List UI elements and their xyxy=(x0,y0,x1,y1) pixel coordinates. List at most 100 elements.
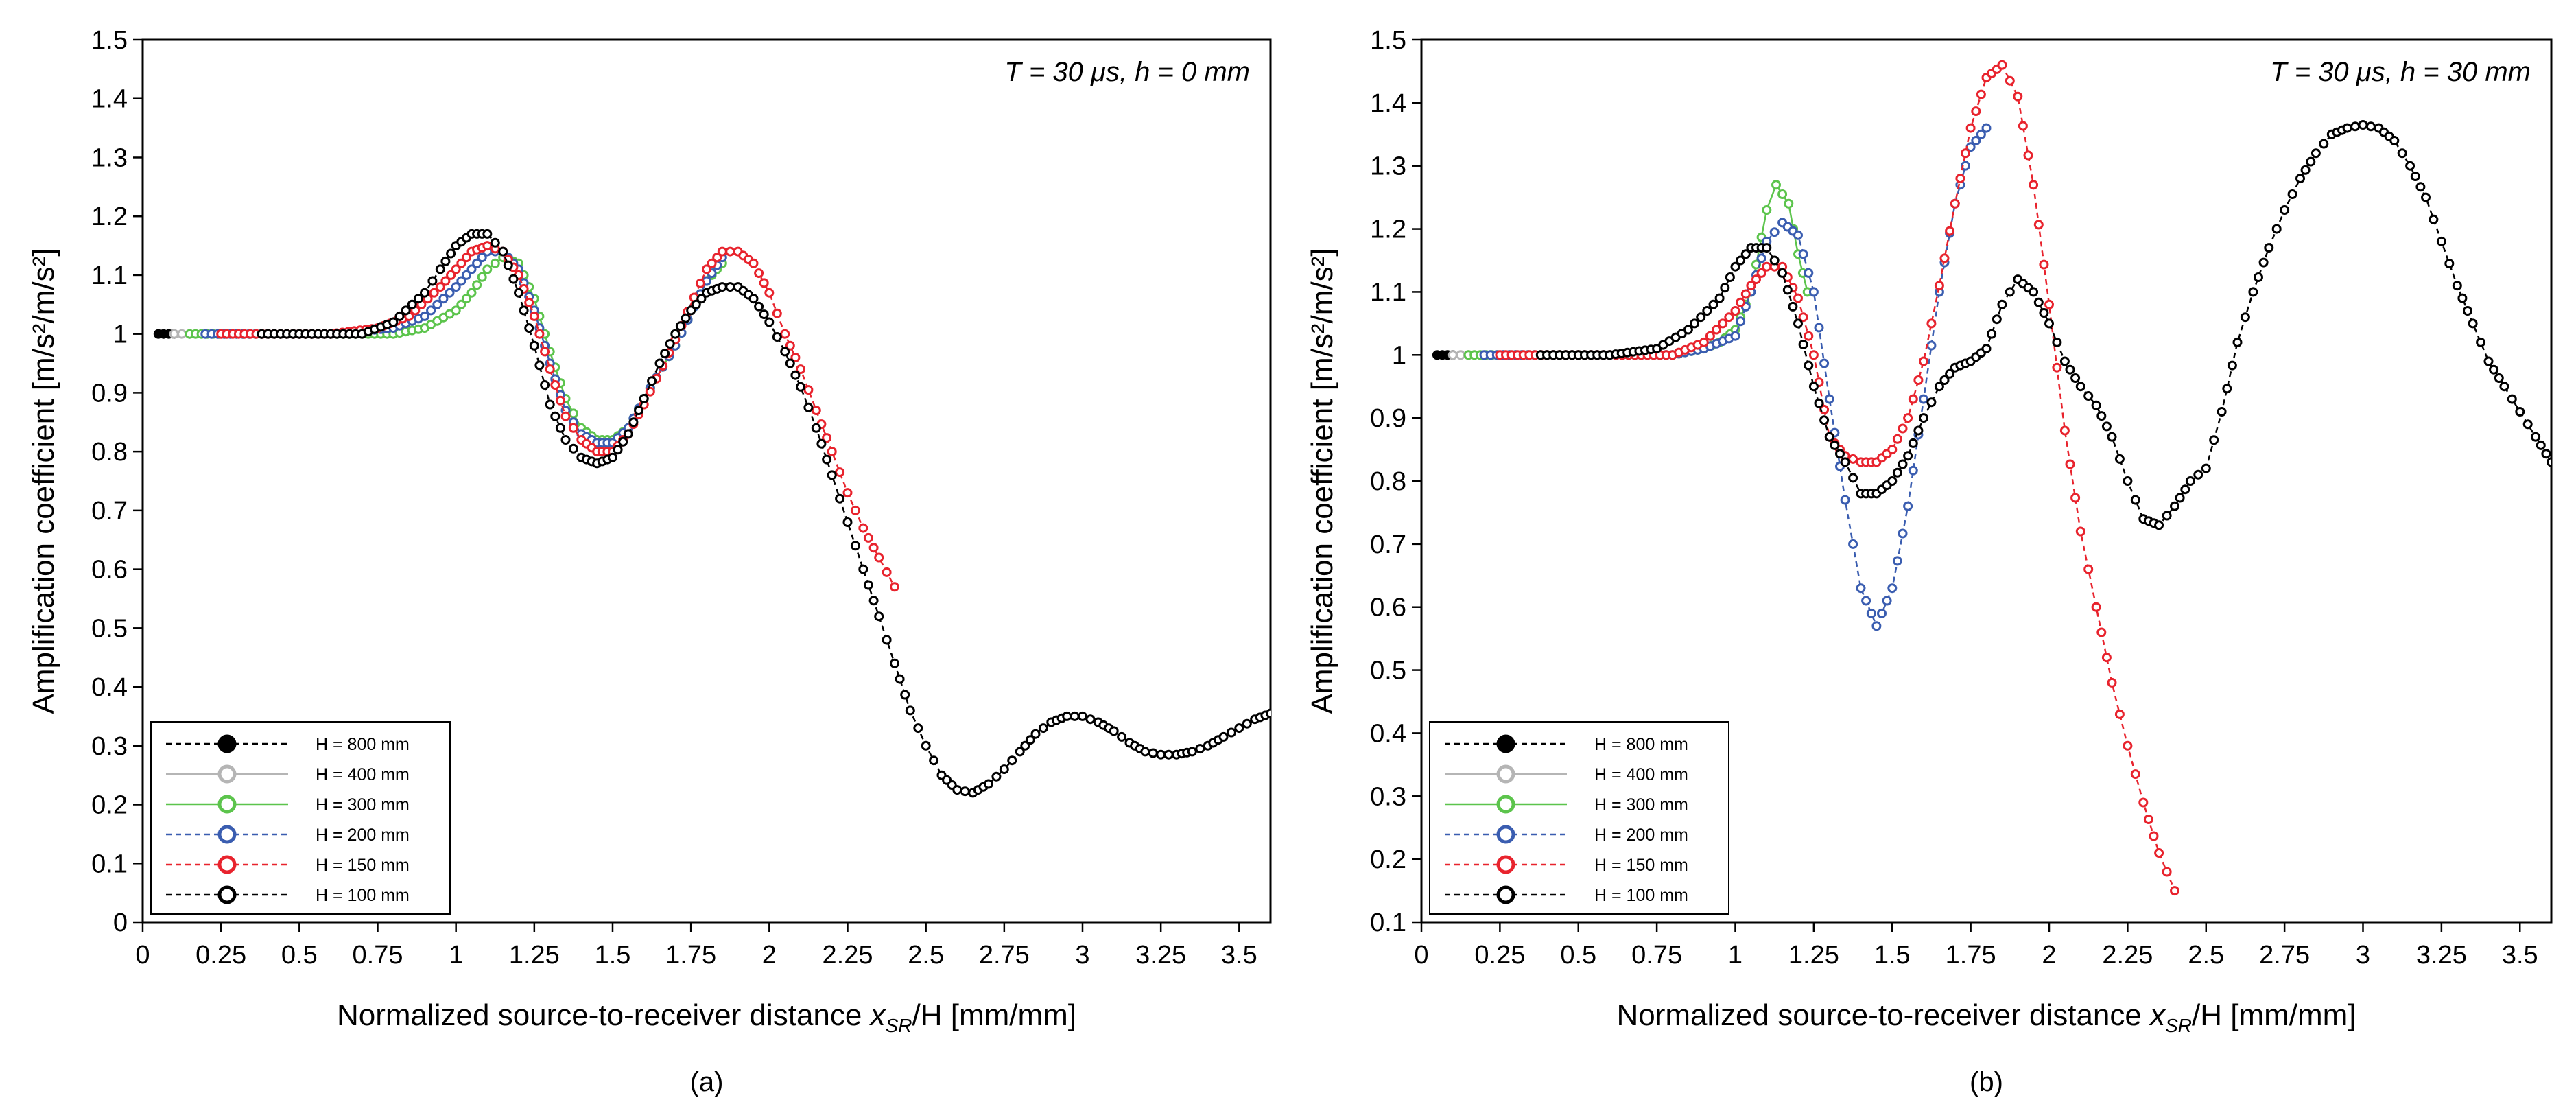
data-point xyxy=(529,311,539,321)
data-point xyxy=(1724,312,1734,323)
data-point xyxy=(1997,299,2007,309)
data-point xyxy=(1762,205,1772,215)
data-point xyxy=(1987,329,1997,339)
data-point xyxy=(2489,364,2499,375)
data-point xyxy=(882,567,892,577)
data-point xyxy=(1187,747,1197,757)
data-point xyxy=(850,541,860,551)
y-tick-label: 1 xyxy=(1392,341,1406,370)
data-point xyxy=(1919,413,1928,423)
data-point xyxy=(1835,449,1845,459)
data-point xyxy=(1919,356,1928,366)
data-point xyxy=(2083,391,2094,401)
y-tick-label: 0.5 xyxy=(91,614,128,643)
data-point xyxy=(780,329,790,339)
y-tick-label: 0.7 xyxy=(91,497,128,526)
y-tick-label: 0.8 xyxy=(91,438,128,467)
data-point xyxy=(882,635,892,645)
data-point xyxy=(2070,373,2081,383)
data-point xyxy=(2185,476,2195,486)
data-point xyxy=(1830,440,1840,450)
data-point xyxy=(2499,382,2509,392)
y-tick-label: 0.9 xyxy=(91,379,128,408)
data-point xyxy=(2227,360,2237,371)
data-point xyxy=(401,305,411,316)
data-point xyxy=(754,301,764,312)
data-point xyxy=(960,786,970,797)
data-point xyxy=(1447,350,1458,360)
data-point xyxy=(446,270,456,280)
data-point xyxy=(1163,749,1174,760)
data-point xyxy=(2342,123,2352,133)
data-point xyxy=(2531,432,2541,442)
data-point xyxy=(1908,438,1918,448)
x-tick-label: 1.25 xyxy=(1788,941,1839,970)
data-point xyxy=(759,309,769,320)
data-point xyxy=(1708,299,1718,309)
data-point xyxy=(2209,435,2219,445)
data-point xyxy=(1234,723,1244,734)
x-axis-title-sub: SR xyxy=(886,1015,912,1036)
x-tick-label: 0.25 xyxy=(196,941,246,970)
y-tick-label: 0.1 xyxy=(91,850,128,878)
x-tick-label: 0.75 xyxy=(353,941,403,970)
x-axis-title-prefix: Normalized source-to-receiver distance xyxy=(337,998,862,1032)
data-point xyxy=(2536,440,2546,450)
x-tick-label: 3 xyxy=(2356,941,2370,970)
data-point xyxy=(568,443,578,454)
data-point xyxy=(1683,325,1693,335)
data-point xyxy=(1950,198,1960,209)
data-point xyxy=(2101,421,2112,432)
data-point xyxy=(2515,407,2525,417)
data-point xyxy=(1939,253,1950,263)
data-point xyxy=(1892,467,1902,478)
data-point xyxy=(2070,493,2081,503)
data-point xyxy=(1898,423,1908,434)
data-point xyxy=(835,493,845,504)
data-point xyxy=(1976,89,1986,99)
legend-marker xyxy=(1496,825,1515,844)
x-tick-label: 0 xyxy=(1414,941,1428,970)
data-point xyxy=(524,297,534,307)
data-point xyxy=(1898,528,1908,539)
data-point xyxy=(1788,301,1798,312)
data-point xyxy=(545,399,555,410)
data-point xyxy=(1913,375,1924,385)
data-point xyxy=(2170,886,2179,896)
data-point xyxy=(913,723,923,734)
data-point xyxy=(1062,711,1072,721)
data-point xyxy=(827,470,837,480)
data-point xyxy=(822,454,832,465)
data-point xyxy=(1992,314,2002,325)
y-axis-title: Amplification coefficient [m/s²/m/s²] xyxy=(1305,248,1339,714)
data-point xyxy=(2444,259,2455,269)
data-point xyxy=(1848,473,1858,483)
data-point xyxy=(991,771,1002,782)
data-point xyxy=(2405,161,2415,171)
x-axis-title-prefix: Normalized source-to-receiver distance xyxy=(1616,998,2141,1032)
data-point xyxy=(560,435,571,445)
data-point xyxy=(1718,318,1728,329)
data-point xyxy=(803,385,814,395)
x-tick-label: 2.25 xyxy=(823,941,873,970)
data-point xyxy=(545,364,555,375)
data-point xyxy=(2107,677,2117,688)
data-point xyxy=(534,329,545,339)
data-point xyxy=(1793,293,1803,303)
data-point xyxy=(1736,297,1746,307)
data-point xyxy=(748,294,759,304)
data-point xyxy=(2033,297,2044,307)
data-point xyxy=(1156,749,1166,760)
data-point xyxy=(2096,627,2107,637)
data-point xyxy=(1725,272,1735,282)
y-tick-label: 1.2 xyxy=(91,202,128,231)
data-point xyxy=(764,288,775,298)
x-tick-label: 2.75 xyxy=(979,941,1030,970)
data-point xyxy=(1848,454,1858,464)
data-point xyxy=(2130,495,2140,505)
data-point xyxy=(1712,325,1722,335)
data-point xyxy=(1702,306,1712,316)
legend-label: H = 300 mm xyxy=(1594,795,1688,815)
data-point xyxy=(1025,735,1035,745)
legend-box xyxy=(1429,721,1729,915)
